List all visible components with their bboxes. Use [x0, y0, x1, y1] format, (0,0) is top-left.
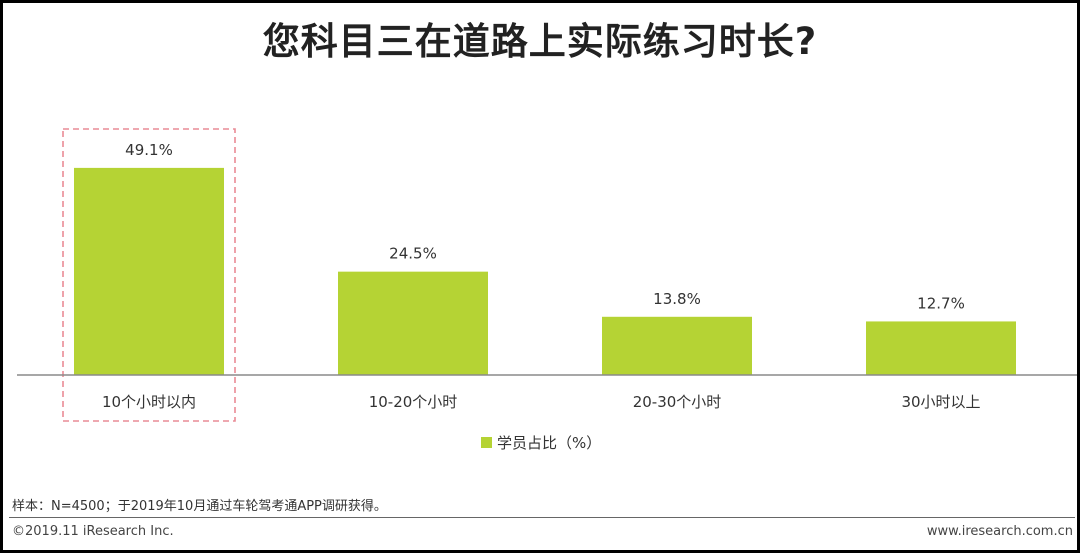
category-label-1: 10个小时以内	[102, 393, 196, 411]
value-label-1: 49.1%	[125, 141, 173, 159]
footer-divider	[9, 517, 1075, 518]
bar-1	[74, 167, 224, 375]
legend-swatch	[481, 437, 492, 448]
bar-3	[602, 316, 752, 375]
value-label-4: 12.7%	[917, 294, 965, 312]
category-label-2: 10-20个小时	[369, 393, 458, 411]
website-text: www.iresearch.com.cn	[926, 524, 1073, 539]
bar-2	[338, 271, 488, 375]
sample-note: 样本：N=4500；于2019年10月通过车轮驾考通APP调研获得。	[12, 499, 387, 514]
legend-label: 学员占比（%）	[497, 434, 601, 452]
category-label-4: 30小时以上	[901, 393, 980, 411]
highlight-box	[62, 128, 236, 422]
value-label-3: 13.8%	[653, 290, 701, 308]
bar-4	[866, 321, 1016, 375]
chart-frame: 您科目三在道路上实际练习时长? 49.1% 10个小时以内 24.5% 10-20个小…	[3, 3, 1077, 550]
category-label-3: 20-30个小时	[633, 393, 722, 411]
copyright-text: ©2019.11 iResearch Inc.	[12, 524, 174, 539]
bar-chart: 49.1% 10个小时以内 24.5% 10-20个小时 13.8% 20-30个小时 12…	[17, 128, 1077, 452]
value-label-2: 24.5%	[389, 245, 437, 263]
chart-title: 您科目三在道路上实际练习时长?	[262, 20, 818, 63]
